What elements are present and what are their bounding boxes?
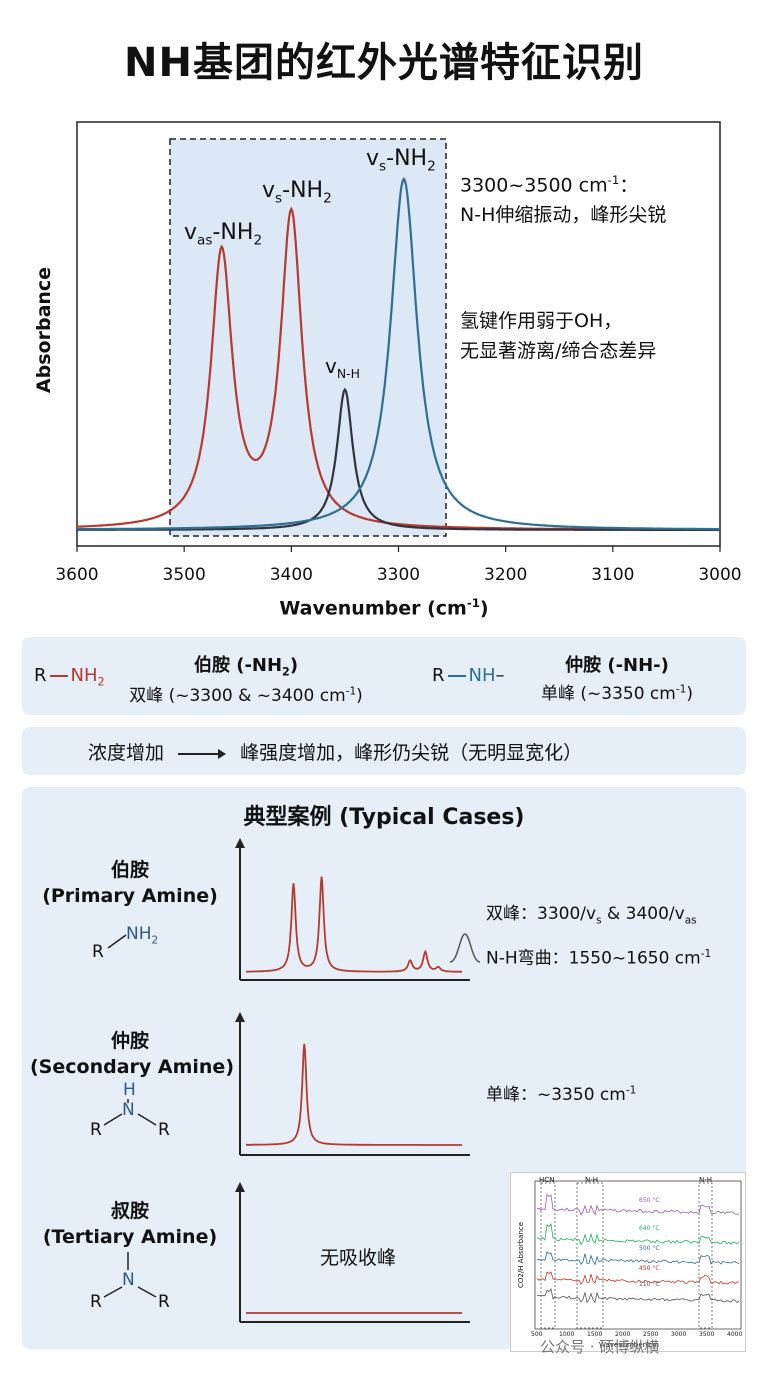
secondary-case-note: 单峰：~3350 cm-1 [486,1084,637,1105]
tertiary-case-axes [235,1182,470,1323]
inset-spectrum [534,1180,742,1330]
primary-structure: R NH2 [34,665,105,689]
main-spectrum-chart: 3600 3500 3400 3300 3200 3100 3000 [55,121,742,585]
spectrum-series-2 [77,387,720,531]
x-tick-label: 3100 [591,565,634,585]
inset-x-tick-label: 3500 [699,1331,715,1338]
inset-trace-3 [536,1251,740,1266]
inset-trace-label-2: 640 °C [639,1225,660,1232]
inset-trace-label-5: 110 °C [639,1281,660,1288]
tertiary-case-note: 无吸收峰 [320,1247,397,1269]
cases-header: 典型案例 (Typical Cases) [243,805,525,830]
inset-ylabel: CO2/H Absorbance [517,1221,525,1289]
primary-case-structure: R NH2 [92,924,159,962]
inset-x-tick-label: 1500 [587,1331,603,1338]
case-spectrum-2 [246,1043,462,1146]
inset-trace-label-3: 500 °C [639,1245,660,1252]
peak-label-vnh: vN-H [325,354,360,381]
inset-box-label-nh-2: N-H [699,1176,713,1184]
secondary-case-axes [235,1012,470,1156]
inset-x-tick-label: 3000 [671,1331,687,1338]
inset-trace-2 [536,1223,740,1246]
inset-box-label-hcn: HCN [539,1176,555,1184]
inset-x-tick-label: 500 [531,1331,543,1338]
primary-amine-info: 伯胺 (-NH2) 双峰 (~3300 & ~3400 cm-1) [129,655,363,706]
inset-x-tick-label: 1000 [559,1331,575,1338]
x-tick-label: 3200 [484,565,527,585]
spectrum-series-3 [76,176,720,531]
inset-x-tick-label: 2500 [643,1331,659,1338]
nh-bend-peak-icon [449,933,481,963]
concentration-note: 浓度增加 峰强度增加，峰形仍尖锐（无明显宽化） [88,742,583,764]
inset-trace-5 [536,1287,740,1304]
secondary-case-structure: H N R R [90,1080,170,1140]
amine-type-panel: R NH2 伯胺 (-NH2) 双峰 (~3300 & ~3400 cm-1) R… [22,637,746,715]
bond-line [49,675,68,677]
primary-case-axes [235,838,470,981]
concentration-panel: 浓度增加 峰强度增加，峰形仍尖锐（无明显宽化） [22,727,746,775]
x-tick-label: 3300 [377,565,420,585]
note-stretch: 3300~3500 cm-1： N-H伸缩振动，峰形尖锐 [460,173,667,227]
secondary-case-title: 仲胺 (Secondary Amine) [30,1030,234,1078]
note-hbond: 氢键作用弱于OH， 无显著游离/缔合态差异 [460,310,657,362]
inset-trace-4 [536,1271,740,1285]
peak-label-vas-nh2: vas-NH2 [184,220,263,249]
peak-label-vs-nh2-blue: vs-NH2 [366,146,436,175]
inset-xlabel: Wavenumber(cm [599,1341,659,1349]
peak-label-vs-nh2-red: vs-NH2 [262,178,332,207]
x-tick-label: 3000 [698,565,741,585]
watermark: 公众号 · 硕博纵横 [540,1338,660,1356]
primary-case-title: 伯胺 (Primary Amine) [42,859,218,907]
case-spectrum-1 [246,876,462,973]
arrow-right-icon [178,748,227,759]
inset-trace-label-1: 650 °C [639,1197,660,1204]
primary-case-note: 双峰：3300/vs & 3400/vas N-H弯曲：1550~1650 cm… [486,904,712,970]
secondary-amine-info: 仲胺 (-NH-) 单峰 (~3350 cm-1) [540,655,693,704]
page-title: NH基团的红外光谱特征识别 [124,40,644,86]
inset-trace-1 [536,1193,740,1216]
x-tick-label: 3400 [270,565,313,585]
inset-x-tick-label: 4000 [727,1331,743,1338]
tertiary-case-structure: N R R [90,1252,170,1312]
tertiary-case-title: 叔胺 (Tertiary Amine) [42,1200,218,1248]
x-tick-label: 3500 [163,565,206,585]
inset-box-label-nh: N-H [585,1176,599,1184]
x-tick-label: 3600 [55,565,98,585]
inset-spectrum-image: HCN N-H N-H 650 °C 640 °C 500 °C 450 °C … [510,1172,746,1352]
x-axis-label: Wavenumber (cm-1) [279,596,489,620]
inset-trace-label-4: 450 °C [639,1265,660,1272]
secondary-structure: R NH– [432,665,505,686]
bond-line [447,675,466,677]
inset-x-tick-label: 2000 [615,1331,631,1338]
